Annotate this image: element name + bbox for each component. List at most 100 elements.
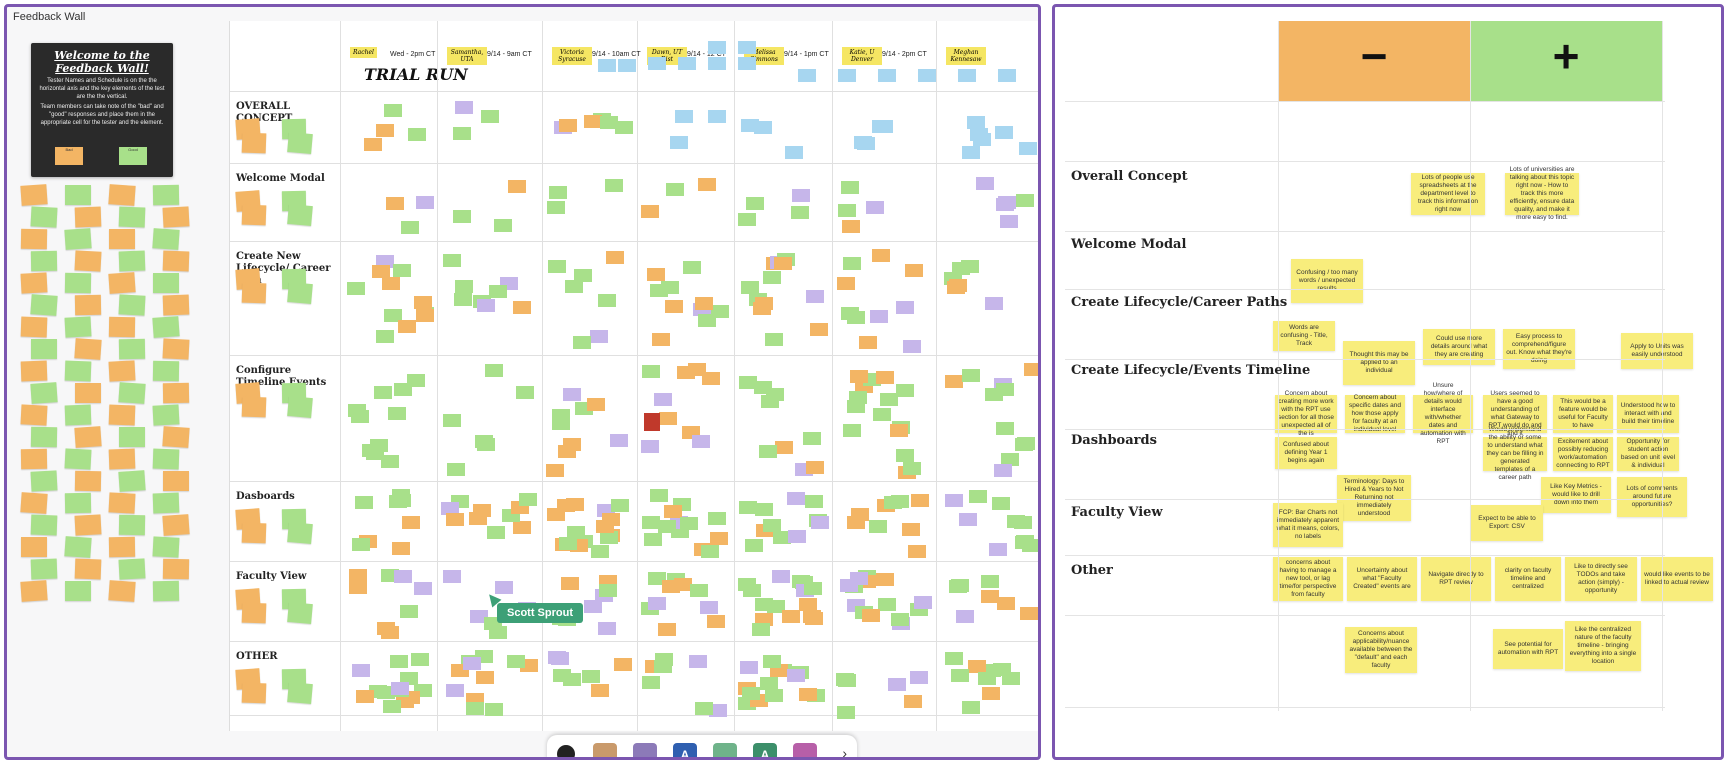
feedback-sticky[interactable]: [745, 539, 763, 552]
feedback-sticky[interactable]: [962, 146, 980, 159]
feedback-sticky[interactable]: [905, 264, 923, 277]
feedback-sticky[interactable]: [765, 689, 783, 702]
sticky-note[interactable]: Easy process to comprehend/figure out. K…: [1503, 329, 1575, 369]
avatar[interactable]: [713, 743, 737, 757]
feedback-sticky[interactable]: [573, 336, 591, 349]
feedback-sticky[interactable]: [606, 251, 624, 264]
feedback-sticky[interactable]: [700, 601, 718, 614]
feedback-sticky[interactable]: [356, 690, 374, 703]
blank-sticky[interactable]: [287, 521, 313, 545]
blank-sticky[interactable]: [20, 316, 48, 338]
blank-sticky[interactable]: [152, 536, 180, 558]
feedback-sticky[interactable]: [849, 391, 867, 404]
feedback-sticky[interactable]: [352, 538, 370, 551]
feedback-sticky[interactable]: [774, 257, 792, 270]
feedback-sticky[interactable]: [644, 413, 660, 431]
feedback-sticky[interactable]: [896, 301, 914, 314]
feedback-sticky[interactable]: [918, 69, 936, 82]
feedback-sticky[interactable]: [587, 398, 605, 411]
feedback-sticky[interactable]: [394, 570, 412, 583]
feedback-sticky[interactable]: [962, 701, 980, 714]
feedback-sticky[interactable]: [945, 494, 963, 507]
feedback-sticky[interactable]: [1019, 142, 1037, 155]
blank-sticky-pile[interactable]: [20, 184, 209, 605]
feedback-sticky[interactable]: [349, 581, 367, 594]
feedback-sticky[interactable]: [859, 336, 877, 349]
feedback-sticky[interactable]: [872, 120, 890, 133]
feedback-sticky[interactable]: [806, 461, 824, 474]
feedback-sticky[interactable]: [739, 376, 757, 389]
sticky-note[interactable]: Would understand the ability or some to …: [1483, 426, 1547, 481]
feedback-sticky[interactable]: [393, 264, 411, 277]
feedback-sticky[interactable]: [1016, 194, 1034, 207]
sticky-note[interactable]: Opportunity for student action based on …: [1617, 437, 1679, 471]
blank-sticky[interactable]: [287, 681, 313, 705]
blank-sticky[interactable]: [108, 404, 136, 426]
blank-sticky[interactable]: [20, 448, 48, 470]
feedback-sticky[interactable]: [952, 262, 970, 275]
feedback-sticky[interactable]: [566, 498, 584, 511]
feedback-sticky[interactable]: [998, 69, 1016, 82]
feedback-sticky[interactable]: [642, 516, 660, 529]
feedback-sticky[interactable]: [791, 206, 809, 219]
feedback-sticky[interactable]: [994, 464, 1012, 477]
feedback-sticky[interactable]: [993, 663, 1011, 676]
feedback-sticky[interactable]: [701, 545, 719, 558]
sticky-note[interactable]: Apply to Units was easily understood: [1621, 333, 1693, 369]
feedback-sticky[interactable]: [708, 512, 726, 525]
feedback-sticky[interactable]: [605, 179, 623, 192]
blank-sticky[interactable]: [162, 294, 190, 316]
blank-sticky[interactable]: [118, 250, 146, 272]
feedback-sticky[interactable]: [890, 424, 908, 437]
feedback-sticky[interactable]: [648, 597, 666, 610]
feedback-sticky[interactable]: [996, 383, 1014, 396]
feedback-sticky[interactable]: [837, 277, 855, 290]
feedback-sticky[interactable]: [903, 462, 921, 475]
sticky-note[interactable]: Navigate directly to RPT review: [1421, 557, 1491, 601]
feedback-sticky[interactable]: [600, 531, 618, 544]
feedback-sticky[interactable]: [489, 626, 507, 639]
blank-sticky[interactable]: [119, 427, 145, 447]
feedback-sticky[interactable]: [546, 464, 564, 477]
feedback-sticky[interactable]: [374, 386, 392, 399]
feedback-sticky[interactable]: [759, 445, 777, 458]
feedback-sticky[interactable]: [741, 119, 759, 132]
blank-sticky[interactable]: [152, 492, 180, 514]
feedback-sticky[interactable]: [355, 496, 373, 509]
feedback-sticky[interactable]: [348, 404, 366, 417]
feedback-sticky[interactable]: [455, 101, 473, 114]
sticky-note[interactable]: Words are confusing - Title, Track: [1273, 321, 1335, 351]
feedback-sticky[interactable]: [400, 672, 418, 685]
feedback-sticky[interactable]: [773, 531, 791, 544]
feedback-sticky[interactable]: [443, 414, 461, 427]
blank-sticky[interactable]: [20, 360, 48, 382]
feedback-sticky[interactable]: [477, 299, 495, 312]
blank-sticky[interactable]: [64, 360, 92, 382]
feedback-sticky[interactable]: [1016, 535, 1034, 548]
feedback-sticky[interactable]: [945, 375, 963, 388]
feedback-sticky[interactable]: [414, 582, 432, 595]
feedback-sticky[interactable]: [662, 580, 680, 593]
feedback-sticky[interactable]: [567, 526, 585, 539]
feedback-sticky[interactable]: [476, 671, 494, 684]
feedback-sticky[interactable]: [384, 309, 402, 322]
blank-sticky[interactable]: [74, 426, 102, 448]
avatar[interactable]: [593, 743, 617, 757]
feedback-sticky[interactable]: [648, 57, 666, 70]
feedback-sticky[interactable]: [792, 189, 810, 202]
feedback-sticky[interactable]: [591, 545, 609, 558]
tester-name-sticky[interactable]: Rachel: [350, 47, 377, 58]
sticky-note[interactable]: Concerns about applicability/nuance avai…: [1345, 627, 1417, 673]
feedback-sticky[interactable]: [596, 520, 614, 533]
feedback-sticky[interactable]: [689, 655, 707, 668]
feedback-sticky[interactable]: [763, 271, 781, 284]
blank-sticky[interactable]: [20, 272, 48, 294]
blank-sticky[interactable]: [64, 536, 92, 558]
feedback-sticky[interactable]: [695, 702, 713, 715]
feedback-sticky[interactable]: [740, 661, 758, 674]
feedback-sticky[interactable]: [708, 41, 726, 54]
feedback-sticky[interactable]: [969, 490, 987, 503]
feedback-sticky[interactable]: [590, 330, 608, 343]
blank-sticky[interactable]: [74, 470, 102, 492]
feedback-sticky[interactable]: [788, 530, 806, 543]
